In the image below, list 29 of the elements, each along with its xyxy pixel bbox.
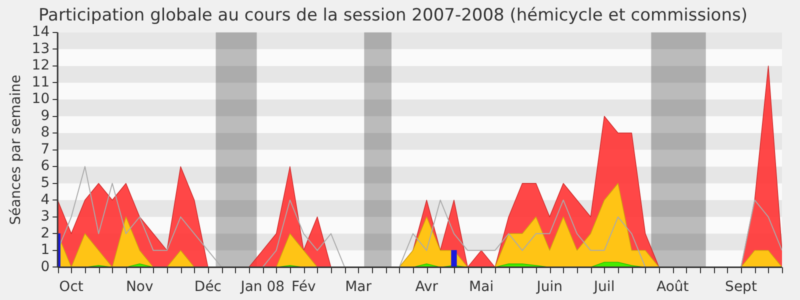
x-tick-label: Mar: [345, 279, 372, 296]
y-tick-label: 14: [32, 24, 50, 40]
y-tick-label: 10: [32, 91, 50, 108]
y-tick-label: 12: [32, 58, 50, 74]
y-tick-label: 5: [40, 174, 50, 191]
x-tick-label: Mai: [469, 279, 494, 296]
y-tick-label: 11: [32, 74, 50, 90]
x-tick-label: Nov: [126, 279, 154, 296]
y-tick-label: 13: [32, 40, 50, 57]
y-tick-label: 2: [40, 225, 50, 242]
y-tick-label: 7: [40, 141, 50, 158]
y-tick-label: 1: [40, 242, 50, 258]
chart-title: Participation globale au cours de la session 2007-2008 (hémicycle et commissions): [38, 6, 748, 26]
y-tick-label: 9: [40, 108, 50, 124]
x-tick-label: Juin: [536, 279, 563, 296]
y-tick-label: 8: [40, 124, 50, 141]
x-tick-label: Fév: [292, 279, 316, 296]
x-tick-label: Jan 08: [240, 279, 285, 296]
x-tick-label: Déc: [194, 279, 222, 296]
y-tick-label: 3: [40, 208, 50, 225]
x-tick-label: Juil: [592, 279, 615, 296]
y-axis-title: Séances par semaine: [8, 74, 24, 225]
y-tick-label: 4: [40, 192, 50, 208]
x-tick-label: Oct: [59, 279, 84, 296]
y-tick-label: 6: [40, 158, 50, 174]
x-tick-label: Sept: [725, 279, 758, 296]
x-tick-label: Août: [656, 279, 690, 296]
y-tick-label: 0: [40, 258, 50, 275]
x-tick-label: Avr: [415, 279, 438, 296]
